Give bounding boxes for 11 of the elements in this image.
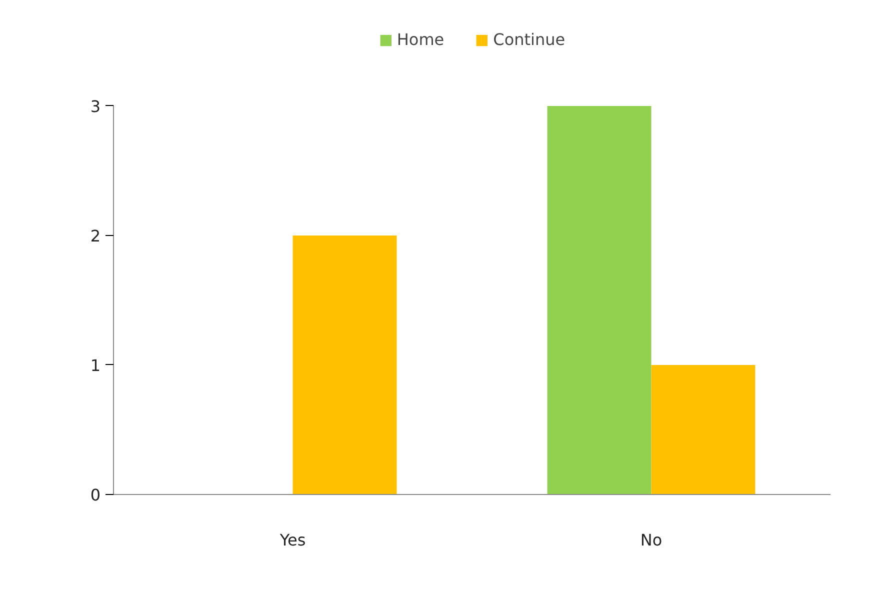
x-tick-label: Yes [278,530,306,550]
y-tick-label: 0 [90,486,101,504]
y-tick-label: 3 [90,96,101,116]
x-tick-label: No [640,530,662,550]
y-tick-label: 1 [90,356,101,375]
bar [547,106,652,494]
legend-label: Home [396,30,444,49]
bar [651,364,756,494]
legend-label: Continue [493,30,566,49]
bar [292,235,397,494]
y-tick-label: 2 [90,226,101,246]
